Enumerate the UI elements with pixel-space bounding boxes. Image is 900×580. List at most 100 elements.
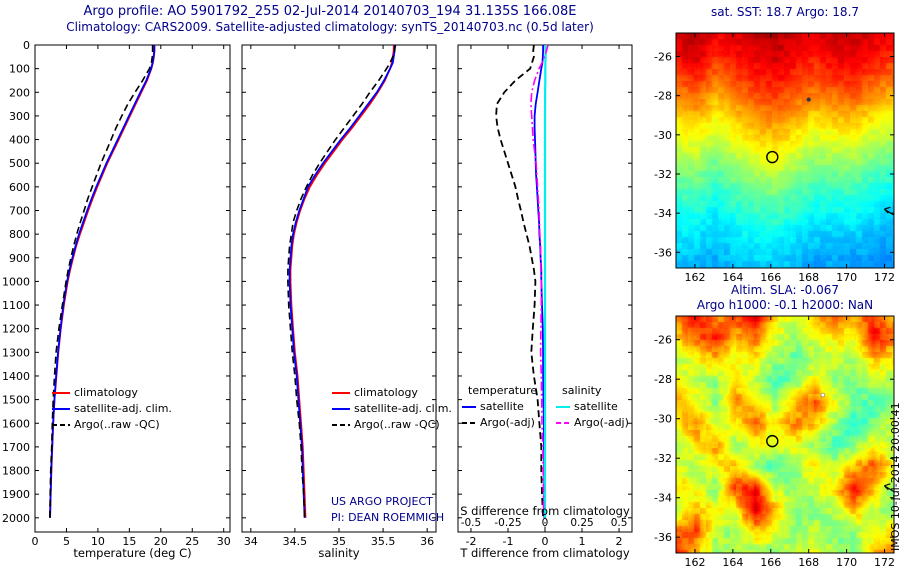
legend-sal-climatology: climatology bbox=[354, 386, 418, 399]
s-difference-axis-label: S difference from climatology bbox=[460, 504, 630, 518]
depth-tick-label: 0 bbox=[23, 39, 30, 52]
lat-tick-label: -32 bbox=[654, 168, 672, 181]
legend-sal-argo-raw: Argo(..raw -QC) bbox=[354, 418, 440, 431]
sla-map-title-line1: Altim. SLA: -0.067 bbox=[730, 283, 840, 297]
lon-tick-label: 170 bbox=[836, 271, 857, 284]
lon-tick-label: 168 bbox=[798, 271, 819, 284]
lat-tick-label: -36 bbox=[654, 246, 672, 259]
s-scale-tick-label: 0 bbox=[542, 517, 549, 529]
lat-tick-label: -26 bbox=[654, 334, 672, 347]
x-tick-label: 10 bbox=[91, 535, 105, 548]
side-timestamp: IMOS 10-Jul-2014 20:00:41 bbox=[889, 402, 900, 551]
legend-sal-satellite-adj: satellite-adj. clim. bbox=[354, 402, 452, 415]
difference_profile-series-0 bbox=[533, 45, 546, 518]
sla-map-title-line2: Argo h1000: -0.1 h2000: NaN bbox=[696, 298, 874, 312]
x-tick-label: -1 bbox=[502, 535, 513, 548]
temperature_profile-series-2 bbox=[49, 45, 154, 518]
s-scale-tick-label: 0.5 bbox=[611, 517, 628, 529]
project-line1: US ARGO PROJECT bbox=[331, 495, 433, 508]
depth-tick-label: 700 bbox=[9, 204, 30, 217]
depth-tick-label: 800 bbox=[9, 228, 30, 241]
lon-tick-label: 172 bbox=[874, 271, 895, 284]
x-tick-label: 5 bbox=[63, 535, 70, 548]
sst_map-frame bbox=[675, 32, 895, 269]
s-scale-tick-label: -0.25 bbox=[494, 517, 521, 529]
lon-tick-label: 166 bbox=[760, 271, 781, 284]
depth-tick-label: 400 bbox=[9, 134, 30, 147]
depth-tick-label: 200 bbox=[9, 86, 30, 99]
x-tick-label: 1 bbox=[579, 535, 586, 548]
lat-tick-label: -30 bbox=[654, 413, 672, 426]
s-scale-tick-label: 0.25 bbox=[570, 517, 593, 529]
legend-diff-s-satellite: satellite bbox=[574, 400, 618, 413]
depth-tick-label: 1600 bbox=[2, 417, 30, 430]
legend-diff-t-argo: Argo(-adj) bbox=[480, 416, 535, 429]
float-position-marker bbox=[766, 150, 779, 164]
lat-tick-label: -36 bbox=[654, 531, 672, 544]
legend-header-salinity: salinity bbox=[562, 384, 602, 397]
depth-tick-label: 300 bbox=[9, 110, 30, 123]
depth-tick-label: 1800 bbox=[2, 465, 30, 478]
lon-tick-label: 162 bbox=[684, 556, 705, 569]
depth-tick-label: 600 bbox=[9, 181, 30, 194]
lon-tick-label: 170 bbox=[836, 556, 857, 569]
project-line2: PI: DEAN ROEMMICH bbox=[331, 511, 445, 524]
depth-tick-label: 1700 bbox=[2, 441, 30, 454]
temperature_profile-frame bbox=[34, 44, 231, 533]
depth-tick-label: 500 bbox=[9, 157, 30, 170]
legend-temp-satellite-adj: satellite-adj. clim. bbox=[74, 402, 172, 415]
x-tick-label: 25 bbox=[185, 535, 199, 548]
dot-marker bbox=[820, 392, 826, 398]
x-tick-label: 0 bbox=[32, 535, 39, 548]
legend-temp-climatology: climatology bbox=[74, 386, 138, 399]
x-tick-label: 34.5 bbox=[283, 535, 308, 548]
difference_profile-series-2 bbox=[543, 45, 547, 518]
legend-header-temperature: temperature bbox=[468, 384, 538, 397]
x-tick-label: 35.5 bbox=[371, 535, 396, 548]
current-arrow-icon bbox=[883, 206, 895, 216]
temperature_profile-series-1 bbox=[49, 45, 156, 518]
lat-tick-label: -32 bbox=[654, 452, 672, 465]
current-arrow-icon bbox=[883, 483, 895, 493]
sst-map-title: sat. SST: 18.7 Argo: 18.7 bbox=[710, 5, 860, 19]
x-tick-label: 35 bbox=[332, 535, 346, 548]
lat-tick-label: -28 bbox=[654, 90, 672, 103]
difference_profile-series-1 bbox=[495, 45, 544, 518]
depth-tick-label: 1300 bbox=[2, 346, 30, 359]
lat-tick-label: -30 bbox=[654, 129, 672, 142]
x-tick-label: 34 bbox=[244, 535, 258, 548]
depth-tick-label: 900 bbox=[9, 252, 30, 265]
figure-title-line2: Climatology: CARS2009. Satellite-adjuste… bbox=[66, 20, 594, 34]
lon-tick-label: 172 bbox=[874, 556, 895, 569]
salinity_profile-series-2 bbox=[287, 45, 397, 518]
legend-diff-t-satellite: satellite bbox=[480, 400, 524, 413]
depth-tick-label: 1500 bbox=[2, 394, 30, 407]
lon-tick-label: 166 bbox=[760, 556, 781, 569]
lat-tick-label: -28 bbox=[654, 373, 672, 386]
salinity_profile-frame bbox=[241, 44, 437, 533]
sla-map-image bbox=[676, 316, 894, 553]
depth-tick-label: 100 bbox=[9, 63, 30, 76]
lat-tick-label: -34 bbox=[654, 492, 672, 505]
x-tick-label: 0 bbox=[542, 535, 549, 548]
x-tick-label: 20 bbox=[154, 535, 168, 548]
s-scale-tick-label: -0.5 bbox=[461, 517, 482, 529]
salinity-axis-label: salinity bbox=[318, 546, 360, 560]
legend-diff-s-argo: Argo(-adj) bbox=[574, 416, 629, 429]
lat-tick-label: -26 bbox=[654, 51, 672, 64]
sla_map-frame bbox=[675, 315, 895, 554]
depth-tick-label: 1900 bbox=[2, 488, 30, 501]
difference_profile-series-3 bbox=[530, 45, 549, 518]
dot-marker bbox=[806, 97, 811, 102]
sst-map-image bbox=[676, 33, 894, 268]
depth-tick-label: 1100 bbox=[2, 299, 30, 312]
x-tick-label: 2 bbox=[616, 535, 623, 548]
float-position-marker bbox=[766, 434, 779, 448]
depth-tick-label: 1000 bbox=[2, 275, 30, 288]
lon-tick-label: 164 bbox=[722, 271, 743, 284]
x-tick-label: 36 bbox=[420, 535, 434, 548]
lon-tick-label: 162 bbox=[684, 271, 705, 284]
salinity_profile-series-0 bbox=[289, 45, 395, 518]
